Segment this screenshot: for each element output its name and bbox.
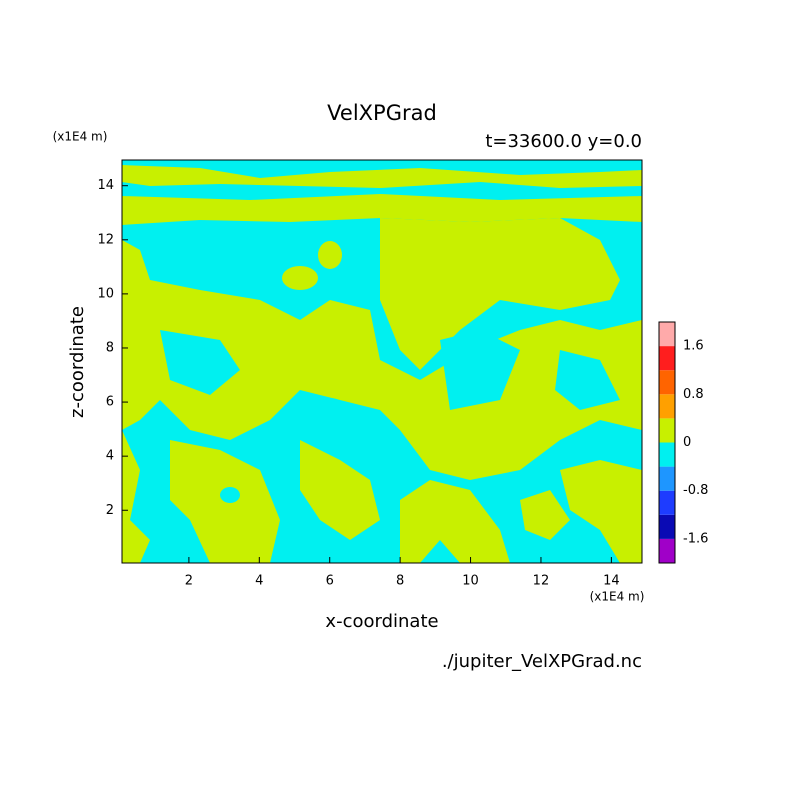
x-tick-label: 2 — [185, 574, 193, 589]
x-axis-label: x-coordinate — [325, 611, 438, 632]
colorbar-tick-label: -1.6 — [683, 531, 708, 546]
plot-frame — [121, 159, 643, 564]
y-tick-label: 10 — [97, 286, 114, 301]
y-tick-label: 6 — [106, 395, 114, 410]
contour-field — [122, 160, 642, 563]
colorbar-tick-label: -0.8 — [683, 483, 708, 498]
axes-and-colorbar: 2 4 6 8 10 12 14 2 4 6 8 10 12 14 -1.6 -0.8 0 0.8 1.6 — [97, 178, 708, 588]
y-tick-label: 8 — [106, 340, 114, 355]
y-axis-label: z-coordinate — [67, 306, 88, 418]
colorbar-segment — [659, 418, 675, 443]
colorbar-segment — [659, 346, 675, 371]
colorbar-segment — [659, 490, 675, 515]
source-file: ./jupiter_VelXPGrad.nc — [442, 651, 642, 672]
chart-title: VelXPGrad — [327, 101, 437, 125]
colorbar-segment — [659, 466, 675, 491]
x-tick-label: 8 — [396, 574, 404, 589]
colorbar-segment — [659, 514, 675, 539]
y-tick-label: 4 — [106, 449, 114, 464]
colorbar-segment — [659, 442, 675, 467]
colorbar-tick-label: 1.6 — [683, 339, 704, 354]
x-unit: (x1E4 m) — [590, 590, 645, 604]
x-tick-label: 10 — [462, 574, 479, 589]
y-tick-label: 14 — [97, 178, 114, 193]
positive-regions — [122, 165, 642, 563]
colorbar-frame — [658, 321, 676, 564]
y-tick-label: 12 — [97, 232, 114, 247]
colorbar-tick-label: 0 — [683, 435, 691, 450]
colorbar-segment — [659, 394, 675, 419]
x-tick-label: 4 — [255, 574, 263, 589]
y-unit: (x1E4 m) — [53, 130, 108, 144]
colorbar-segment — [659, 370, 675, 395]
subtitle: t=33600.0 y=0.0 — [485, 131, 642, 152]
negative-regions — [160, 330, 620, 503]
y-tick-label: 2 — [106, 503, 114, 518]
colorbar-tick-label: 0.8 — [683, 387, 704, 402]
colorbar-segment — [659, 322, 675, 347]
colorbar-segment — [659, 538, 675, 563]
x-tick-label: 12 — [533, 574, 550, 589]
x-tick-label: 6 — [326, 574, 334, 589]
x-tick-label: 14 — [603, 574, 620, 589]
